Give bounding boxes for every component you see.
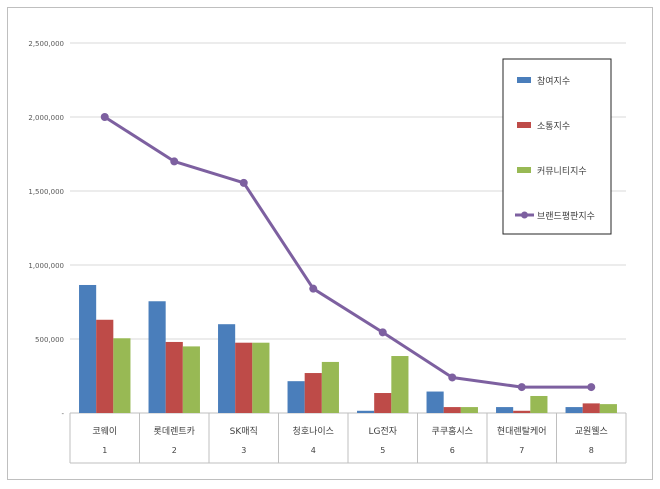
category-number: 5 [380, 446, 385, 455]
bar [287, 381, 305, 413]
bar [79, 284, 97, 413]
line-point [170, 157, 179, 166]
category-number: 7 [519, 446, 524, 455]
bar [96, 319, 114, 413]
category-label: 롯데렌트카 [154, 426, 195, 437]
category-label: 현대렌탈케어 [497, 426, 547, 437]
legend-label: 커뮤니티지수 [537, 166, 587, 177]
line-point [100, 113, 109, 121]
y-tick-label: 2,500,000 [28, 40, 64, 48]
legend-swatch [517, 77, 531, 83]
chart-frame: - 500,000 1,000,000 1,500,000 2,000,000 2,500… [7, 7, 653, 480]
legend-label: 소통지수 [537, 121, 570, 132]
category-label: LG전자 [368, 426, 397, 437]
legend-swatch [517, 122, 531, 128]
bar [565, 407, 583, 413]
bar [113, 338, 131, 413]
y-tick-label: 500,000 [35, 336, 64, 344]
category-label: 청호나이스 [293, 426, 334, 437]
bar [513, 410, 531, 413]
chart: - 500,000 1,000,000 1,500,000 2,000,000 2,500… [28, 40, 627, 464]
bar [165, 341, 183, 413]
bar [218, 324, 236, 413]
category-number: 3 [241, 446, 246, 455]
bar [496, 407, 514, 413]
line-point [239, 178, 248, 187]
bar [235, 342, 253, 413]
y-tick-label: 2,000,000 [28, 114, 64, 122]
legend-swatch [517, 167, 531, 173]
legend-label: 참여지수 [537, 75, 570, 87]
category-label: SK매직 [230, 426, 258, 437]
bar [304, 373, 322, 413]
bar [357, 410, 375, 413]
category-number: 2 [172, 446, 177, 455]
legend-box [502, 58, 612, 235]
line-point [517, 383, 526, 392]
line-point [378, 328, 387, 337]
bar [582, 403, 600, 413]
y-tick-label: 1,000,000 [28, 262, 64, 270]
bar [148, 301, 166, 413]
bar [599, 404, 617, 413]
category-number: 6 [450, 446, 455, 455]
brand-index-line [103, 115, 592, 389]
category-number: 1 [102, 446, 107, 455]
legend-label: 브랜드평판지수 [537, 211, 595, 222]
y-tick-label: 1,500,000 [28, 188, 64, 196]
category-number: 4 [311, 446, 316, 455]
category-label: 교원웰스 [575, 426, 608, 437]
bar [252, 342, 270, 413]
bar [460, 407, 478, 413]
bar [182, 346, 200, 413]
bar [374, 393, 392, 413]
bar [321, 361, 339, 413]
line-point [309, 284, 318, 293]
bar [391, 356, 409, 413]
line-point [448, 373, 457, 382]
bar [530, 395, 548, 413]
bar [426, 391, 444, 413]
y-tick-label: - [61, 410, 64, 418]
category-label: 쿠쿠홈시스 [432, 425, 473, 437]
bar [443, 407, 461, 413]
category-label: 코웨이 [92, 425, 117, 437]
category-number: 8 [589, 446, 594, 455]
legend-line-marker [521, 211, 528, 219]
line-point [587, 383, 596, 392]
